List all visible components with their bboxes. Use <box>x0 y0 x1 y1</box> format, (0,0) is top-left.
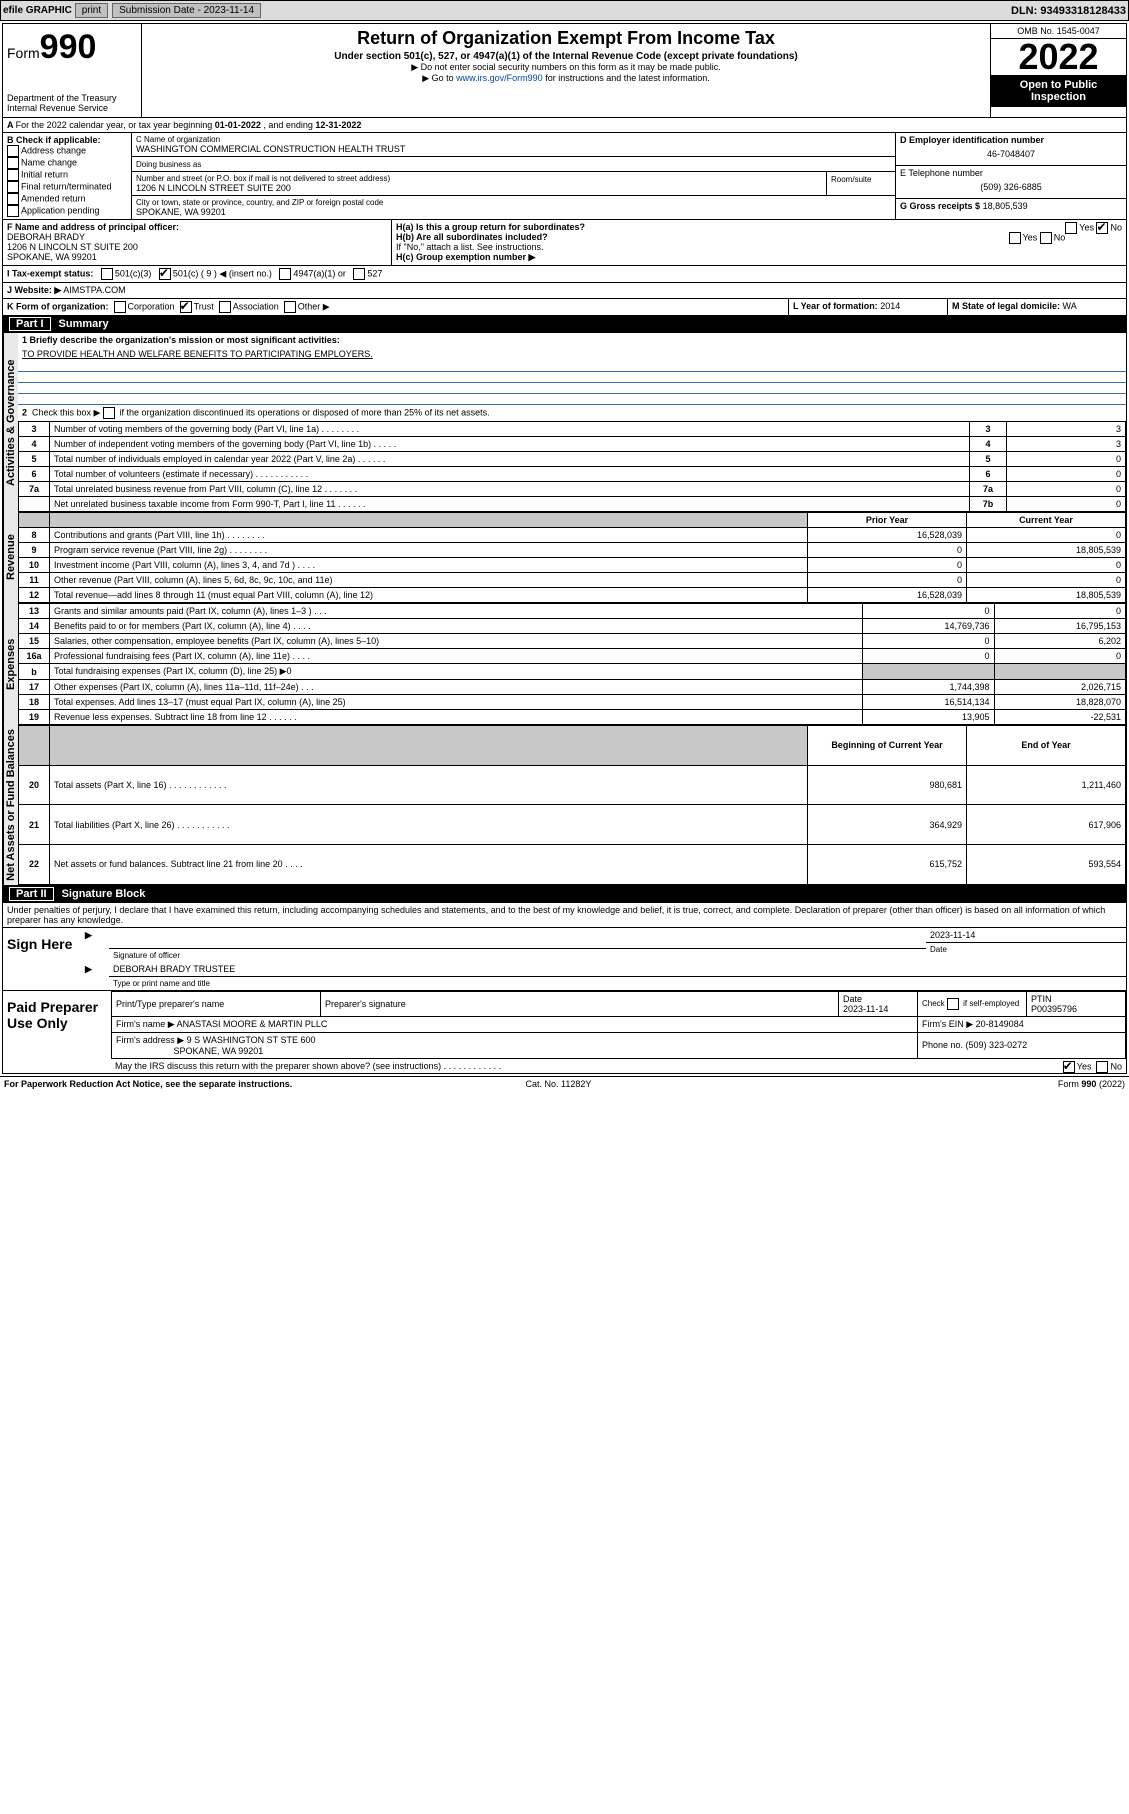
subtitle-1: Under section 501(c), 527, or 4947(a)(1)… <box>146 51 986 62</box>
print-button[interactable]: print <box>75 3 108 18</box>
netassets-table: Beginning of Current YearEnd of Year20To… <box>18 725 1126 885</box>
checkbox-item[interactable]: Address change <box>7 145 127 157</box>
sign-date-label: Date <box>926 943 1126 956</box>
expenses-table: 13Grants and similar amounts paid (Part … <box>18 603 1126 725</box>
page-footer: For Paperwork Reduction Act Notice, see … <box>0 1076 1129 1091</box>
line-d: D Employer identification number46-70484… <box>896 133 1126 166</box>
tax-year: 2022 <box>991 39 1126 75</box>
line-g: G Gross receipts $ 18,805,539 <box>896 199 1126 213</box>
open-to-public: Open to Public Inspection <box>991 75 1126 107</box>
mission-text: TO PROVIDE HEALTH AND WELFARE BENEFITS T… <box>18 347 1126 361</box>
sign-here-label: Sign Here <box>3 928 81 990</box>
mission-label: 1 Briefly describe the organization's mi… <box>18 333 1126 347</box>
line-2: 2 Check this box ▶ if the organization d… <box>18 405 1126 421</box>
officer-sig-label: Signature of officer <box>109 949 926 962</box>
part2-bar: Part IISignature Block <box>3 885 1126 903</box>
submission-date-button[interactable]: Submission Date - 2023-11-14 <box>112 3 261 18</box>
form-number: Form990 <box>7 28 137 67</box>
arrow-icon: ▶ <box>85 964 92 974</box>
line-f: F Name and address of principal officer:… <box>3 220 392 265</box>
line-h: H(a) Is this a group return for subordin… <box>392 220 1126 265</box>
line-dba: Doing business as <box>132 157 895 172</box>
form990-link[interactable]: www.irs.gov/Form990 <box>456 73 543 83</box>
officer-signature-line[interactable] <box>109 928 926 949</box>
officer-name: DEBORAH BRADY TRUSTEE <box>109 962 1126 977</box>
irs-label: Internal Revenue Service <box>7 103 137 113</box>
revenue-table: Prior YearCurrent Year8Contributions and… <box>18 512 1126 603</box>
line-m: M State of legal domicile: WA <box>948 299 1126 315</box>
line-k: K Form of organization: Corporation Trus… <box>3 299 789 315</box>
efile-label: efile GRAPHIC <box>3 5 72 16</box>
discuss-line: May the IRS discuss this return with the… <box>111 1059 1126 1073</box>
checkbox-item[interactable]: Name change <box>7 157 127 169</box>
line-l: L Year of formation: 2014 <box>789 299 948 315</box>
checkbox-item[interactable]: Amended return <box>7 193 127 205</box>
form-990: Form990 Department of the Treasury Inter… <box>2 23 1127 1074</box>
dln-label: DLN: 93493318128433 <box>1011 5 1126 17</box>
sign-date: 2023-11-14 <box>926 928 1126 943</box>
section-revenue: Revenue <box>3 512 18 603</box>
section-governance: Activities & Governance <box>3 333 18 512</box>
checkbox-item[interactable]: Initial return <box>7 169 127 181</box>
line-addr: Number and street (or P.O. box if mail i… <box>132 172 827 195</box>
line-i: I Tax-exempt status: 501(c)(3) 501(c) ( … <box>3 266 386 282</box>
room-suite: Room/suite <box>827 172 895 195</box>
officer-name-label: Type or print name and title <box>109 977 1126 990</box>
page-title: Return of Organization Exempt From Incom… <box>146 28 986 49</box>
perjury-declaration: Under penalties of perjury, I declare th… <box>3 903 1126 927</box>
paid-preparer-label: Paid Preparer Use Only <box>3 991 111 1073</box>
top-bar: efile GRAPHIC print Submission Date - 20… <box>0 0 1129 21</box>
arrow-icon: ▶ <box>85 930 92 940</box>
line-city: City or town, state or province, country… <box>132 195 895 219</box>
subtitle-2: ▶ Do not enter social security numbers o… <box>146 62 986 73</box>
checkbox-item[interactable]: Final return/terminated <box>7 181 127 193</box>
subtitle-3: ▶ Go to www.irs.gov/Form990 for instruct… <box>146 73 986 84</box>
line-j: J Website: ▶ AIMSTPA.COM <box>3 283 130 298</box>
line-e: E Telephone number(509) 326-6885 <box>896 166 1126 199</box>
preparer-table: Print/Type preparer's name Preparer's si… <box>111 991 1126 1059</box>
dept-label: Department of the Treasury <box>7 93 137 103</box>
governance-table: 3Number of voting members of the governi… <box>18 421 1126 512</box>
checkbox-item[interactable]: Application pending <box>7 205 127 217</box>
section-net: Net Assets or Fund Balances <box>3 725 18 885</box>
line-a: A For the 2022 calendar year, or tax yea… <box>3 118 1126 133</box>
line-b-heading: B Check if applicable: <box>7 135 127 145</box>
line-c: C Name of organization WASHINGTON COMMER… <box>132 133 895 157</box>
part1-bar: Part ISummary <box>3 315 1126 333</box>
section-expenses: Expenses <box>3 603 18 725</box>
